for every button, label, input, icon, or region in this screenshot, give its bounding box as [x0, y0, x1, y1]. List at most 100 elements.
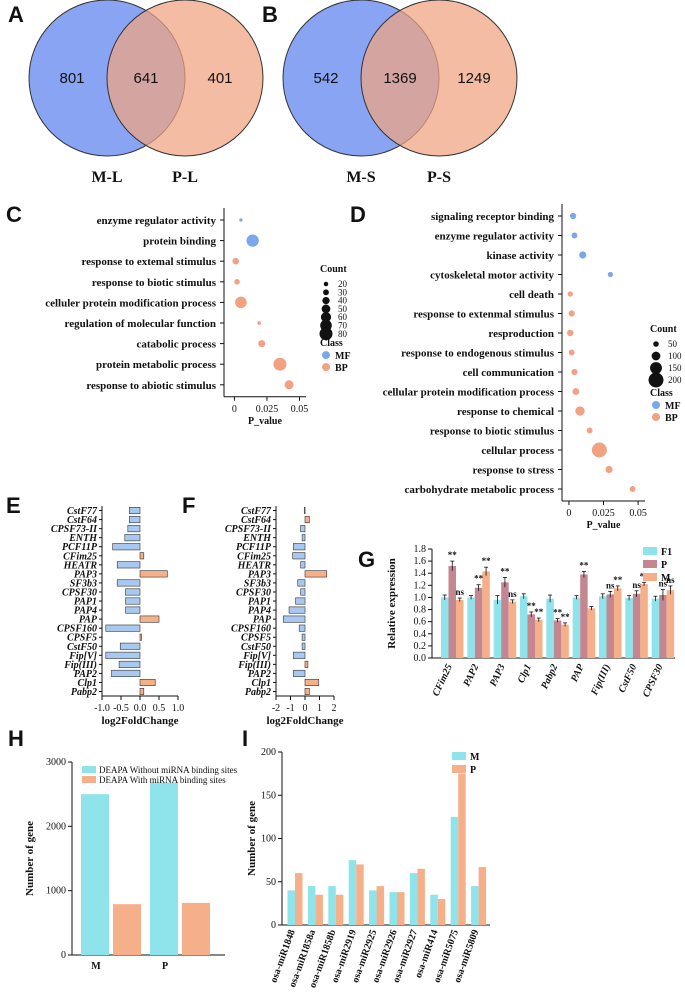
i-legend-swatch: [452, 752, 466, 760]
significance-p: **: [500, 566, 510, 576]
legend-count-title: Count: [650, 324, 677, 335]
dot-point: [575, 406, 585, 416]
hbar-x-tick-label: 0.0: [134, 703, 147, 714]
hbar-x-axis-title: log2FoldChange: [101, 715, 178, 727]
dot-point: [629, 486, 636, 492]
legend-count-value: 30: [338, 287, 348, 297]
hbar-x-tick-label: 0.5: [153, 703, 166, 714]
dot-point: [567, 291, 573, 297]
gene-label: ENTH: [68, 533, 98, 544]
legend-class-dot: [322, 363, 330, 372]
gene-label: HEATR: [237, 560, 272, 571]
term-label: cytoskeletal motor activity: [430, 270, 554, 282]
qpcr-y-tick-label: 0.2: [414, 641, 427, 652]
fold-change-bar: [304, 570, 328, 578]
legend-count-value: 70: [338, 321, 348, 331]
i-bar: [315, 894, 323, 925]
venn-count-right-only: 401: [207, 70, 232, 87]
significance-p: **: [527, 601, 537, 611]
fold-change-bar: [129, 516, 141, 524]
legend-class-name: MF: [665, 401, 681, 412]
significance-m: **: [561, 612, 571, 622]
fold-change-bar: [119, 642, 141, 650]
term-label: response to chemical: [457, 406, 554, 418]
gene-label: PCF11P: [62, 542, 98, 553]
fold-change-bar: [116, 579, 141, 587]
legend-size-dot: [319, 327, 333, 341]
gene-label: CPSF30: [62, 587, 97, 598]
gene-label: PAP3: [248, 569, 271, 580]
expression-bar: [572, 597, 581, 658]
dot-point: [607, 271, 614, 278]
gene-label: CPSF160: [231, 624, 271, 635]
i-y-axis-title: Number of gene: [246, 801, 258, 876]
term-label: enzyme regulator activity: [97, 215, 217, 227]
significance-p: ns: [659, 579, 668, 589]
panel-label-b: B: [262, 2, 278, 27]
panel-label-a: A: [8, 2, 24, 27]
fold-change-bar: [298, 624, 306, 632]
h-category-label: M: [91, 961, 101, 972]
h-legend-swatch: [82, 776, 96, 783]
legend-size-dot: [650, 362, 662, 374]
significance-p: **: [474, 574, 484, 584]
h-y-tick-label: 2000: [46, 821, 66, 832]
term-label: cellular process: [481, 445, 554, 457]
significance-m: **: [534, 607, 544, 617]
gene-label: CFim25: [237, 551, 271, 562]
qpcr-category-label: CstF50: [617, 663, 640, 695]
term-label: resproduction: [488, 328, 554, 340]
fold-change-bar: [125, 606, 141, 614]
term-label: cell communication: [463, 367, 554, 379]
fold-change-bar: [105, 624, 141, 632]
gene-label: PCF11P: [236, 542, 272, 553]
dot-point: [258, 340, 266, 348]
gene-label: CPSF73-II: [51, 524, 98, 535]
qpcr-category-label: CFim25: [431, 663, 455, 698]
dot-point: [567, 329, 574, 337]
dot-point: [579, 251, 587, 259]
dot-point: [257, 321, 261, 325]
gene-label: PAP: [253, 615, 272, 626]
qpcr-legend-label: F1: [661, 547, 672, 558]
h-legend-label: DEAPA Without miRNA binding sites: [99, 765, 238, 775]
dot-point: [568, 349, 575, 356]
dot-point: [246, 234, 259, 247]
fold-change-bar: [139, 688, 145, 696]
fold-change-bar: [293, 543, 306, 551]
qpcr-category-label: Pabp2: [539, 663, 560, 691]
hbar-x-tick-label: 1.0: [172, 703, 185, 714]
venn-set-label-right: P-S: [427, 169, 451, 186]
fold-change-bar: [304, 660, 309, 668]
gene-label: PAP1: [74, 597, 97, 608]
i-bar: [376, 886, 385, 925]
fold-change-bar: [139, 633, 142, 641]
significance-m: **: [613, 575, 623, 585]
dot-x-tick-label: 0.05: [291, 404, 309, 415]
dot-point: [605, 465, 613, 474]
h-bar: [182, 902, 210, 955]
gene-label: Pabp2: [71, 687, 97, 698]
qpcr-legend-label: M: [661, 573, 671, 584]
hbar-x-axis-title: log2FoldChange: [266, 715, 343, 727]
significance-m: ns: [666, 575, 675, 585]
hbar-x-tick-label: 2: [332, 703, 337, 714]
h-bar: [150, 782, 178, 955]
i-bar: [478, 867, 487, 925]
h-bar: [113, 904, 141, 955]
fold-change-bar: [293, 669, 306, 677]
legend-class-dot: [322, 351, 330, 360]
qpcr-category-label: PAP2: [462, 663, 482, 689]
i-bar: [356, 864, 364, 925]
qpcr-y-tick-label: 0.8: [414, 605, 427, 616]
dot-x-tick-label: 0.025: [592, 508, 615, 519]
dot-point: [235, 296, 247, 309]
gene-label: PAP2: [74, 669, 97, 680]
dot-x-tick-label: 0: [566, 508, 571, 519]
i-legend-label: P: [470, 765, 476, 776]
expression-bar: [580, 574, 588, 658]
panel-label-h: H: [8, 726, 24, 751]
venn-count-overlap: 1369: [383, 70, 416, 87]
fold-change-bar: [301, 642, 306, 650]
